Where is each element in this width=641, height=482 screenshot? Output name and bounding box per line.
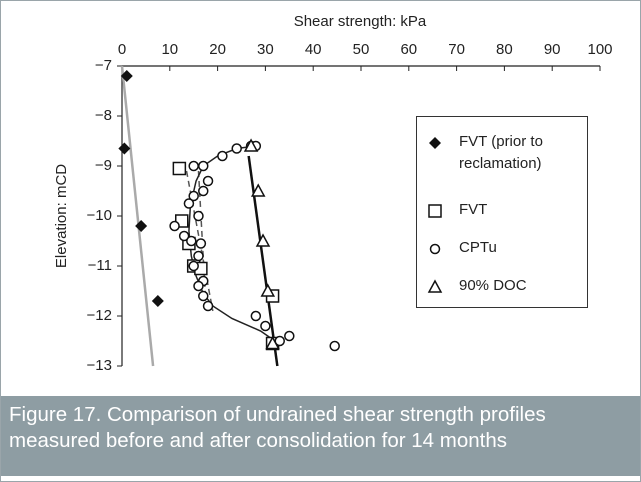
x-tick-label: 0 [118,41,126,58]
legend-label: FVT (prior to reclamation) [459,133,543,172]
x-tick-label: 20 [209,41,226,58]
marker-circle [260,320,271,332]
y-tick-label: −12 [87,307,112,324]
marker-circle [195,238,207,249]
marker-circle [183,198,195,209]
chart: Shear strength: kPa Elevation: mCD 0 10 20… [53,13,613,374]
x-tick-label: 10 [161,41,178,58]
y-axis-title: Elevation: mCD [53,164,70,268]
marker-circle [186,235,197,247]
x-tick-label: 80 [496,41,513,58]
marker-circle [202,175,214,187]
y-tick-label: −11 [88,257,112,274]
y-tick-label: −10 [87,207,112,224]
marker-circle [198,185,209,197]
x-tick-label: 30 [257,41,274,58]
trend-line [247,155,279,367]
y-tick-label: −13 [87,357,112,374]
marker-triangle [265,335,280,350]
marker-circle [217,150,228,162]
marker-circle [202,300,214,312]
caption: Figure 17. Comparison of undrained shear… [1,396,640,476]
marker-circle [231,143,242,154]
marker-circle [429,243,441,255]
marker-diamond [135,220,148,232]
marker-circle [188,190,199,202]
marker-circle [329,340,340,352]
marker-circle [178,230,190,242]
legend: FVT (prior to reclamation) FVT CPTu 90% DOC [416,116,588,308]
x-tick-label: 40 [305,41,322,58]
legend-label: FVT [459,201,488,218]
marker-circle [198,290,209,302]
x-axis-title: Shear strength: kPa [294,13,427,30]
marker-diamond [118,142,131,155]
trend-line [120,65,155,367]
marker-diamond [429,137,441,149]
x-tick-label: 50 [353,41,370,58]
marker-circle [188,160,199,172]
marker-square [172,161,187,176]
x-tick-label: 100 [587,41,612,58]
x-tick-label: 90 [544,41,561,58]
marker-circle [284,330,295,342]
legend-symbol [428,204,442,218]
marker-triangle [255,233,271,247]
legend-symbol [429,137,441,149]
marker-circle [193,250,204,262]
marker-triangle [427,279,443,293]
marker-triangle [243,138,259,152]
marker-circle [198,160,209,172]
marker-circle [250,310,262,322]
legend-label: CPTu [459,239,497,256]
marker-triangle [260,283,276,297]
y-tick-label: −7 [95,57,112,74]
marker-circle [169,220,180,232]
marker-circle [193,280,204,292]
x-tick-label: 60 [400,41,417,58]
marker-circle [193,210,204,222]
legend-symbol [427,279,443,293]
legend-symbol [429,243,441,255]
y-tick-label: −9 [95,157,112,174]
x-tick-label: 70 [448,41,465,58]
marker-diamond [120,70,133,82]
marker-diamond [151,295,164,307]
legend-label: 90% DOC [459,277,527,294]
marker-triangle [250,183,266,197]
marker-square [428,204,442,218]
y-tick-label: −8 [95,107,112,124]
marker-circle [188,260,199,272]
